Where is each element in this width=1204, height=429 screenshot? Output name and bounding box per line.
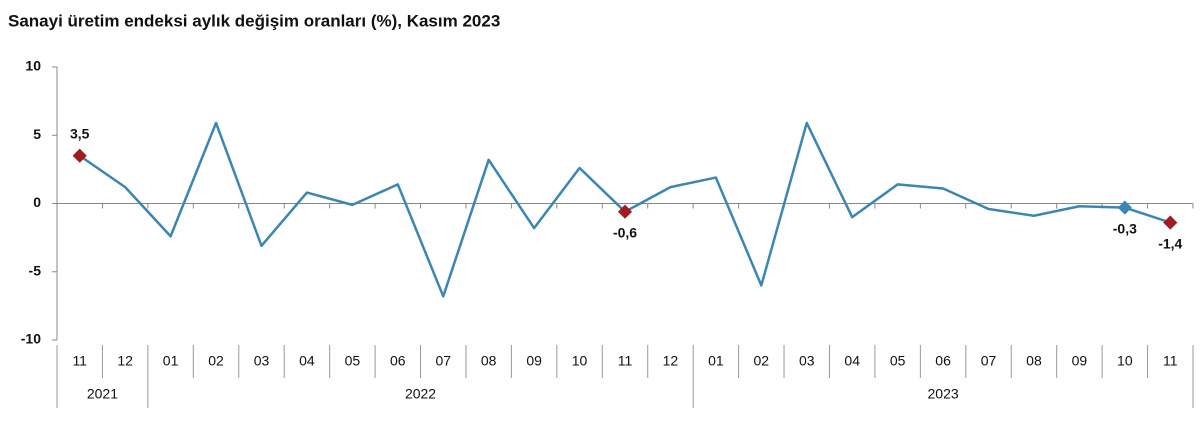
x-tick-label: 09 (1072, 353, 1088, 369)
y-tick-label: 10 (25, 58, 41, 74)
x-tick-label: 04 (299, 353, 315, 369)
x-tick-label: 02 (208, 353, 224, 369)
x-tick-label: 09 (526, 353, 542, 369)
value-label: 3,5 (70, 125, 90, 141)
x-tick-label: 11 (618, 353, 633, 369)
x-tick-label: 06 (390, 353, 406, 369)
x-tick-label: 11 (72, 353, 87, 369)
x-tick-label: 10 (1117, 353, 1133, 369)
x-tick-label: 04 (844, 353, 860, 369)
value-label: -0,6 (613, 224, 637, 240)
x-tick-label: 10 (572, 353, 588, 369)
y-tick-label: 0 (33, 194, 41, 210)
x-tick-label: 03 (799, 353, 815, 369)
value-label: -1,4 (1158, 235, 1182, 251)
x-group-label: 2022 (405, 386, 436, 402)
x-tick-label: 01 (163, 353, 179, 369)
x-group-label: 2023 (928, 386, 959, 402)
x-tick-label: 07 (435, 353, 451, 369)
x-tick-label: 07 (981, 353, 997, 369)
highlight-marker (1117, 200, 1132, 215)
chart-title: Sanayi üretim endeksi aylık değişim oran… (8, 11, 500, 30)
x-tick-label: 12 (663, 353, 679, 369)
highlight-marker (72, 148, 87, 163)
x-tick-label: 03 (254, 353, 270, 369)
x-tick-label: 06 (935, 353, 951, 369)
value-label: -0,3 (1113, 220, 1137, 236)
x-tick-label: 05 (345, 353, 361, 369)
y-tick-label: -10 (21, 331, 41, 347)
x-tick-label: 05 (890, 353, 906, 369)
x-tick-label: 11 (1163, 353, 1178, 369)
x-tick-label: 01 (708, 353, 724, 369)
y-tick-label: -5 (29, 262, 42, 278)
highlight-marker (1163, 215, 1178, 230)
x-tick-label: 02 (754, 353, 770, 369)
highlight-marker (617, 204, 633, 219)
x-tick-label: 08 (481, 353, 497, 369)
y-tick-label: 5 (33, 126, 41, 142)
x-tick-label: 08 (1026, 353, 1042, 369)
x-group-label: 2021 (87, 386, 118, 402)
x-tick-label: 12 (117, 353, 133, 369)
